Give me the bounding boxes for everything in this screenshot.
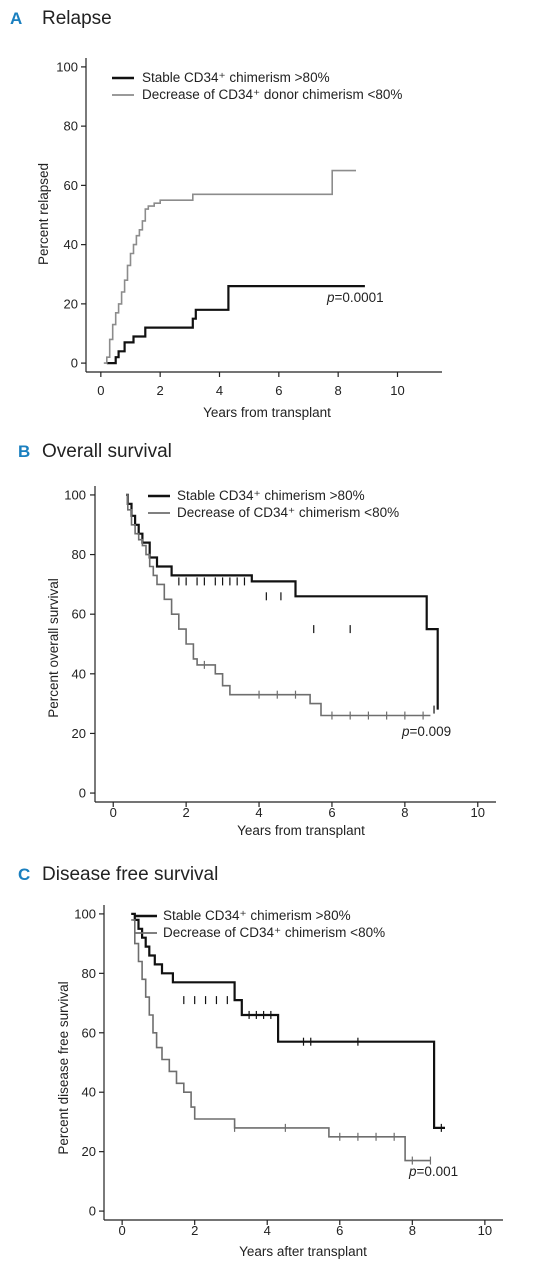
x-tick-label: 0	[110, 805, 117, 820]
series-line-decrease	[103, 169, 356, 364]
series-layer-overall-survival	[126, 493, 439, 720]
series-line-stable	[131, 912, 445, 1129]
y-tick-label: 20	[64, 296, 78, 311]
x-axis-label: Years from transplant	[237, 823, 365, 838]
y-tick-label: 100	[64, 487, 86, 502]
y-tick-label: 0	[71, 356, 78, 371]
panel-title-overall-survival: Overall survival	[42, 441, 172, 462]
x-tick-label: 10	[471, 805, 485, 820]
y-axis-label: Percent disease free survival	[56, 981, 71, 1154]
series-line-decrease	[126, 494, 431, 717]
panel-disease-free-survival: C Disease free survival 0 2 4 6 8 10020406080…	[18, 864, 503, 1259]
y-tick-label: 0	[79, 786, 86, 801]
y-tick-label: 80	[72, 547, 86, 562]
legend-label-decrease: Decrease of CD34⁺ chimerism <80%	[163, 925, 385, 940]
panel-title-disease-free-survival: Disease free survival	[42, 864, 218, 885]
y-tick-label: 80	[64, 119, 78, 134]
legend-overall-survival: Stable CD34⁺ chimerism >80% Decrease of …	[148, 488, 399, 520]
y-tick-label: 60	[72, 607, 86, 622]
panel-letter-c: C	[18, 865, 30, 884]
x-tick-label: 8	[409, 1223, 416, 1238]
y-tick-label: 20	[82, 1144, 96, 1159]
x-axis-label: Years after transplant	[239, 1244, 367, 1259]
series-line-decrease	[131, 919, 431, 1162]
series-layer-disease-free-survival	[131, 912, 445, 1165]
legend-label-stable: Stable CD34⁺ chimerism >80%	[163, 908, 351, 923]
p-value-annotation: p=0.0001	[326, 290, 384, 305]
legend-relapse: Stable CD34⁺ chimerism >80% Decrease of …	[112, 70, 402, 102]
x-tick-label: 8	[335, 383, 342, 398]
series-layer-relapse	[103, 169, 365, 365]
x-tick-label: 10	[390, 383, 404, 398]
x-tick-label: 2	[157, 383, 164, 398]
y-tick-label: 40	[64, 237, 78, 252]
x-axis-label: Years from transplant	[203, 405, 331, 420]
legend-disease-free-survival: Stable CD34⁺ chimerism >80% Decrease of …	[135, 908, 385, 940]
y-tick-label: 40	[82, 1085, 96, 1100]
y-tick-label: 100	[74, 906, 96, 921]
y-tick-label: 20	[72, 726, 86, 741]
legend-label-stable: Stable CD34⁺ chimerism >80%	[142, 70, 330, 85]
series-line-stable	[106, 285, 365, 365]
legend-label-decrease: Decrease of CD34⁺ chimerism <80%	[177, 505, 399, 520]
y-tick-label: 40	[72, 666, 86, 681]
p-value-annotation: p=0.009	[401, 724, 451, 739]
x-tick-label: 10	[478, 1223, 492, 1238]
x-tick-label: 0	[119, 1223, 126, 1238]
x-tick-label: 4	[255, 805, 262, 820]
x-tick-label: 8	[401, 805, 408, 820]
x-tick-label: 4	[216, 383, 223, 398]
x-tick-label: 6	[328, 805, 335, 820]
y-tick-label: 60	[64, 178, 78, 193]
panel-letter-a: A	[10, 9, 22, 28]
x-tick-label: 6	[275, 383, 282, 398]
series-line-stable	[126, 493, 439, 710]
x-tick-label: 6	[336, 1223, 343, 1238]
x-tick-label: 2	[183, 805, 190, 820]
x-tick-label: 2	[191, 1223, 198, 1238]
y-axis-label: Percent overall survival	[46, 578, 61, 718]
y-tick-label: 80	[82, 966, 96, 981]
y-tick-label: 100	[56, 59, 78, 74]
x-tick-label: 4	[264, 1223, 271, 1238]
y-axis-label: Percent relapsed	[36, 163, 51, 265]
x-tick-label: 0	[97, 383, 104, 398]
y-tick-label: 60	[82, 1025, 96, 1040]
legend-label-stable: Stable CD34⁺ chimerism >80%	[177, 488, 365, 503]
y-tick-label: 0	[89, 1204, 96, 1219]
panel-letter-b: B	[18, 442, 30, 461]
p-value-annotation: p=0.001	[408, 1164, 458, 1179]
legend-label-decrease: Decrease of CD34⁺ donor chimerism <80%	[142, 87, 402, 102]
panel-title-relapse: Relapse	[42, 8, 112, 29]
